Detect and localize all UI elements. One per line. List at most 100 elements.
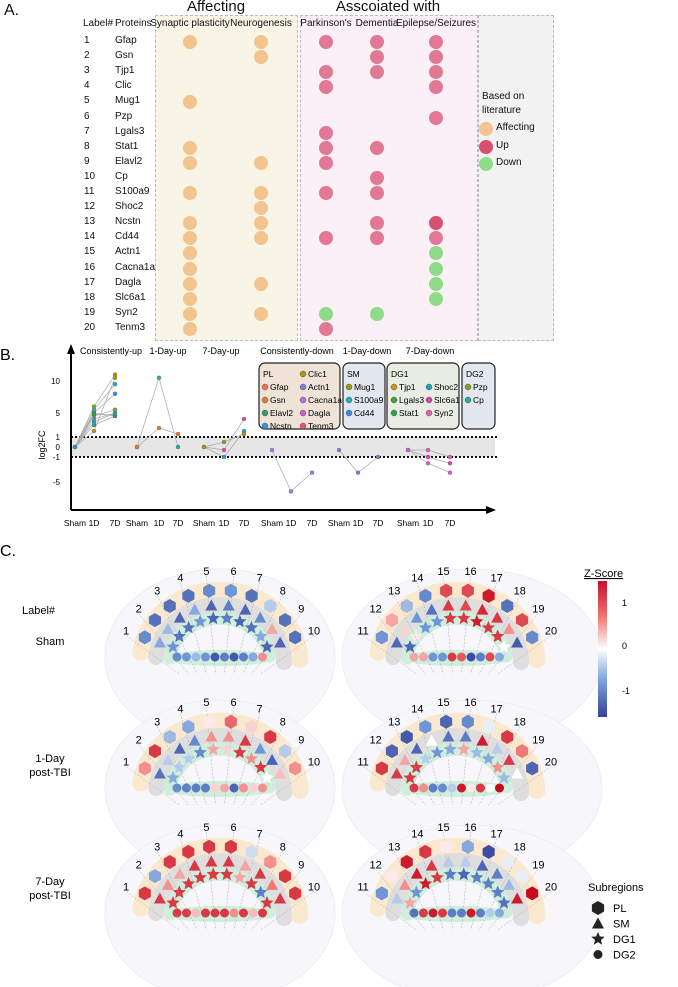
dg2-circle — [485, 652, 495, 662]
legend-marker — [464, 396, 472, 404]
legend-up-label: Up — [496, 140, 509, 151]
dg1-star — [206, 611, 220, 625]
circle-legend-icon — [593, 950, 603, 959]
sm-triangle — [274, 636, 287, 648]
guide-line — [138, 744, 189, 806]
dg2-circle — [229, 783, 239, 793]
dg2-circle — [447, 783, 457, 793]
literature-dot — [183, 321, 197, 336]
dg1-star — [403, 640, 417, 653]
region-label-number: 6 — [230, 697, 236, 709]
dg1-star — [172, 760, 186, 774]
region-label-number: 18 — [514, 716, 526, 728]
dg2-circle — [182, 652, 191, 662]
sm-triangle — [266, 622, 279, 634]
pl-hexagon — [400, 730, 413, 744]
literature-dot — [254, 216, 268, 231]
data-point — [425, 447, 431, 453]
x-tick-label: 7D — [239, 518, 250, 528]
dg2-circle — [457, 783, 466, 793]
data-point — [72, 444, 78, 450]
region-label-number: 4 — [177, 573, 183, 585]
dg2-circle — [457, 908, 466, 918]
x-tick-label: 7D — [445, 518, 456, 528]
legend-box — [478, 15, 554, 341]
row-protein: Slc6a1 — [115, 291, 146, 303]
dg2-circle — [419, 908, 428, 918]
literature-dot — [429, 246, 443, 261]
legend-entry: Lgals3 — [399, 395, 424, 405]
col-proteins-header: Proteins — [115, 18, 152, 29]
row-protein: Dagla — [115, 276, 142, 288]
literature-dot — [254, 155, 268, 170]
guide-line — [260, 766, 315, 806]
sm-triangle — [239, 734, 252, 746]
pl-hexagon — [245, 844, 258, 859]
dg1-star — [244, 876, 258, 890]
sm-triangle — [425, 859, 438, 871]
literature-dot — [254, 306, 268, 321]
literature-dot — [183, 35, 197, 49]
x-tick-label: 1D — [286, 518, 297, 528]
data-point — [134, 444, 140, 450]
dg2-circle — [476, 783, 485, 793]
guide-line — [497, 635, 552, 675]
dg2-circle — [258, 652, 267, 662]
dg2-circle — [172, 783, 182, 793]
x-tick-label: 1D — [353, 518, 364, 528]
column-header: Epilepse/Seizures — [395, 18, 477, 29]
pl-hexagon — [163, 855, 176, 869]
region-label-number: 14 — [411, 829, 423, 841]
sm-triangle — [410, 867, 423, 879]
dg1-star — [193, 745, 207, 759]
dg1-star — [419, 876, 433, 890]
region-label-number: 7 — [257, 704, 263, 716]
pl-hexagon — [289, 761, 302, 776]
region-label-number: 4 — [177, 829, 183, 841]
legend-marker — [299, 409, 307, 417]
subregion-label: PL — [613, 903, 626, 915]
region-label-number: 10 — [308, 882, 320, 894]
row-label: 20 — [84, 321, 96, 333]
region-label-number: 19 — [532, 860, 544, 872]
literature-dot — [183, 291, 197, 306]
dg1-star — [220, 742, 234, 756]
pl-hexagon — [279, 613, 292, 628]
guide-line — [375, 744, 426, 806]
legend-marker — [299, 396, 307, 404]
row-label: 2 — [84, 50, 90, 62]
region-label-number: 13 — [388, 585, 400, 597]
legend-entry: Ncstn — [270, 421, 292, 431]
sm-triangle — [222, 855, 235, 867]
triangle-legend-icon — [592, 917, 604, 929]
literature-dot — [319, 65, 333, 80]
legend-marker — [425, 396, 433, 404]
sm-triangle — [173, 611, 186, 623]
dg1-star — [443, 867, 457, 881]
region-label-number: 20 — [545, 757, 557, 769]
condition-name: 1-Day — [35, 753, 65, 765]
region-label-number: 16 — [464, 697, 476, 709]
data-point — [91, 412, 97, 417]
literature-dot — [370, 35, 384, 49]
data-point — [112, 382, 118, 387]
dg2-circle — [191, 908, 201, 918]
region-label-number: 9 — [298, 860, 304, 872]
sm-triangle — [459, 855, 472, 867]
region-label-number: 17 — [490, 829, 502, 841]
dg2-circle — [457, 652, 466, 662]
dg2-circle — [239, 783, 248, 793]
data-point — [241, 416, 247, 422]
data-point — [288, 489, 294, 494]
sm-triangle — [425, 603, 438, 615]
pl-hexagon — [289, 630, 302, 645]
dg1-star — [457, 742, 471, 756]
literature-dot — [183, 246, 197, 261]
condition-name: Sham — [36, 636, 65, 648]
dg1-star — [430, 745, 444, 759]
sm-triangle — [254, 611, 267, 623]
guide-line — [375, 613, 426, 675]
dg1-star — [260, 771, 274, 784]
region-label-number: 11 — [357, 757, 368, 769]
